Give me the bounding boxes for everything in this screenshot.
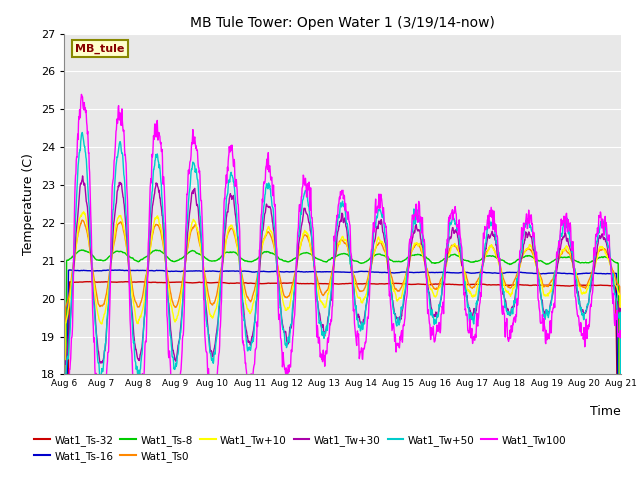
Title: MB Tule Tower: Open Water 1 (3/19/14-now): MB Tule Tower: Open Water 1 (3/19/14-now… <box>190 16 495 30</box>
Legend: Wat1_Ts-32, Wat1_Ts-16, Wat1_Ts-8, Wat1_Ts0, Wat1_Tw+10, Wat1_Tw+30, Wat1_Tw+50,: Wat1_Ts-32, Wat1_Ts-16, Wat1_Ts-8, Wat1_… <box>30 431 570 466</box>
Y-axis label: Temperature (C): Temperature (C) <box>22 153 35 255</box>
Text: Time: Time <box>590 405 621 418</box>
Text: MB_tule: MB_tule <box>75 44 125 54</box>
